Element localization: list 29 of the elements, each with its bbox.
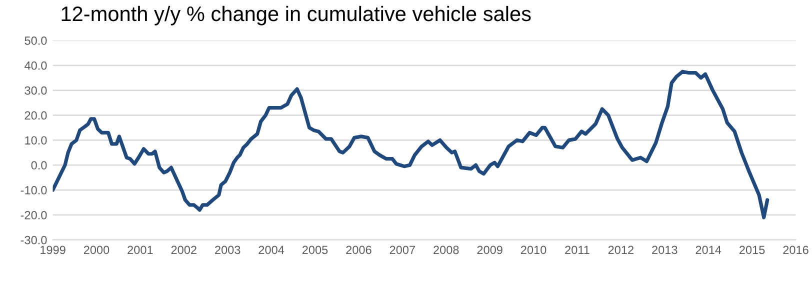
line-series: [52, 70, 770, 220]
x-tick-label: 2007: [390, 246, 415, 254]
x-tick-label: 2005: [302, 246, 328, 254]
x-tick-label: 2000: [84, 246, 110, 254]
y-tick-label: -30.0: [20, 236, 47, 244]
x-tick-label: 2008: [434, 246, 459, 254]
x-tick-label: 2003: [215, 246, 240, 254]
x-tick-label: 2002: [171, 246, 196, 254]
y-tick-label: 20.0: [24, 111, 47, 120]
x-tick-label: 2013: [652, 246, 678, 254]
x-tick-label: 2016: [783, 246, 808, 254]
x-tick-label: 2010: [520, 246, 546, 254]
y-tick-label: 0.0: [31, 161, 47, 170]
x-tick-label: 2009: [477, 246, 502, 254]
x-tick-label: 2004: [258, 246, 284, 254]
x-tick-label: 2011: [565, 246, 590, 254]
y-tick-label: 10.0: [25, 136, 47, 145]
y-tick-label: 30.0: [24, 86, 47, 95]
x-tick-label: 2001: [128, 246, 153, 254]
y-tick-label: -20.0: [20, 210, 47, 220]
x-tick-label: 2014: [696, 246, 722, 254]
y-tick-label: 50.0: [24, 36, 47, 45]
y-tick-label: 40.0: [24, 61, 47, 70]
chart-title: 12-month y/y % change in cumulative vehicle sales: [62, 6, 531, 26]
y-tick-label: -10.0: [20, 186, 47, 194]
x-tick-label: 1999: [40, 246, 66, 254]
x-tick-label: 2012: [608, 246, 634, 254]
x-tick-label: 2015: [740, 246, 765, 254]
x-tick-label: 2006: [346, 246, 372, 254]
